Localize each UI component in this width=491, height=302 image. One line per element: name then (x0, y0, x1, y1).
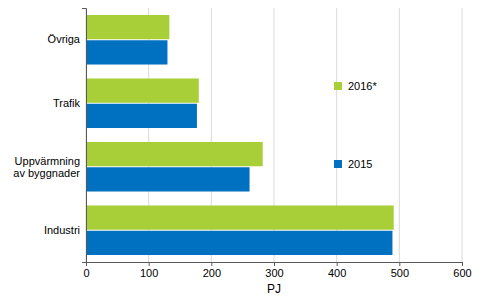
tick-mark (211, 262, 212, 266)
x-axis: 0 100 200 300 400 500 600 (83, 262, 471, 279)
bar (86, 205, 394, 229)
tick-mark (274, 262, 275, 266)
axis-line (82, 9, 87, 263)
legend-swatch (334, 82, 342, 90)
grid (86, 8, 462, 262)
tick: Industri (44, 224, 80, 236)
tick: 0 (83, 262, 89, 279)
bar (86, 40, 167, 64)
tick-label: 200 (203, 267, 221, 279)
bar (86, 15, 169, 39)
legend-label: 2015 (348, 158, 372, 170)
tick-label: Övriga (48, 33, 81, 45)
y-axis: Övriga Trafik Uppvärmningav byggnader Indus… (13, 9, 86, 263)
bar (86, 142, 263, 166)
legend-item: 2015 (334, 158, 372, 170)
tick-label: 0 (83, 267, 89, 279)
axis-title: PJ (267, 282, 281, 296)
tick: 300 (265, 262, 283, 279)
tick-mark (399, 262, 400, 266)
bar (86, 78, 199, 102)
tick-label: 600 (453, 267, 471, 279)
chart: 0 100 200 300 400 500 600 Övriga Trafik Uppvärmni… (0, 0, 491, 302)
legend-item: 2016* (334, 80, 377, 92)
tick: 600 (453, 262, 471, 279)
tick-label: 300 (265, 267, 283, 279)
tick-label: 500 (391, 267, 409, 279)
tick: 400 (328, 262, 346, 279)
tick: Uppvärmningav byggnader (13, 155, 80, 180)
legend-swatch (334, 160, 342, 168)
bar (86, 104, 197, 128)
tick: 100 (140, 262, 158, 279)
tick-label: Uppvärmningav byggnader (13, 155, 80, 180)
legend: 2016* 2015 (334, 80, 377, 170)
tick-label: Trafik (53, 97, 81, 109)
tick: 200 (203, 262, 221, 279)
grid-line (399, 8, 400, 262)
tick: 500 (391, 262, 409, 279)
bar (86, 231, 392, 255)
tick-label: Industri (44, 224, 80, 236)
tick-mark (337, 262, 338, 266)
tick-label: 400 (328, 267, 346, 279)
tick-mark (462, 262, 463, 266)
grid-line (462, 8, 463, 262)
tick: Övriga (48, 33, 81, 45)
plot: 0 100 200 300 400 500 600 Övriga Trafik Uppvärmni… (13, 8, 471, 296)
series (86, 15, 394, 230)
series (86, 40, 392, 255)
tick: Trafik (53, 97, 81, 109)
tick-label: 100 (140, 267, 158, 279)
tick-mark (149, 262, 150, 266)
axis-line (87, 263, 463, 267)
bars (86, 15, 394, 255)
bar (86, 167, 250, 191)
legend-label: 2016* (348, 80, 377, 92)
